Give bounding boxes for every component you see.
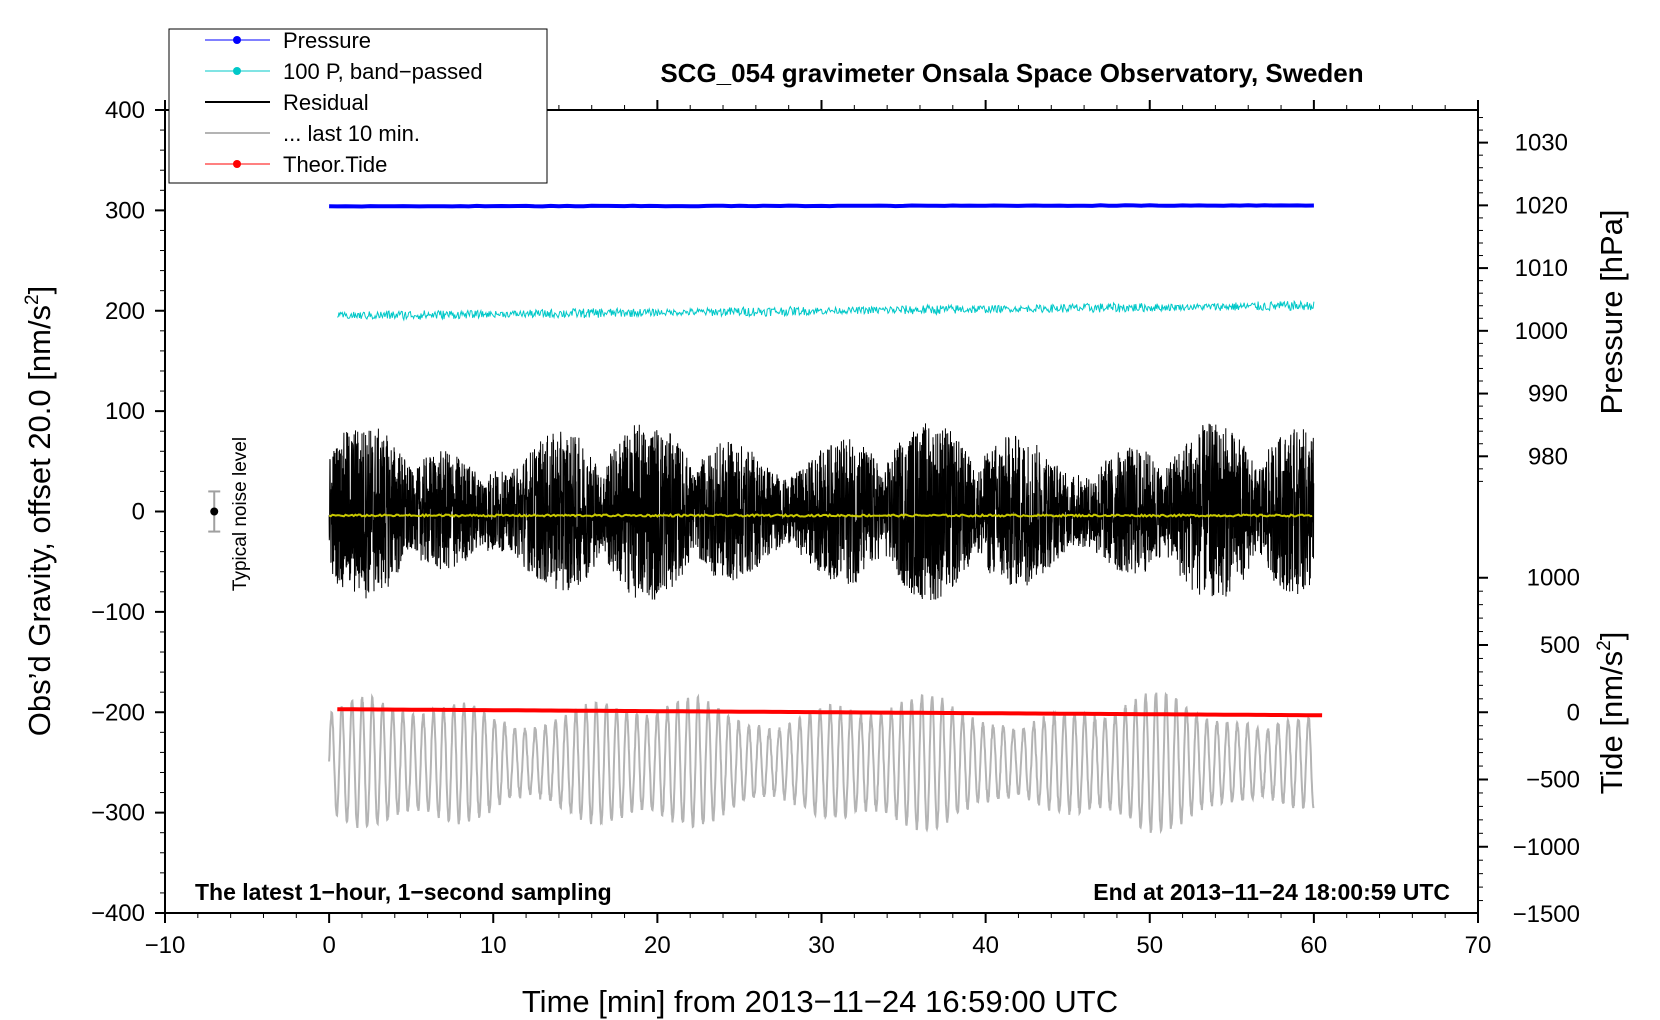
noise-level-label: Typical noise level [230,437,251,591]
tide-axis-title-end: ] [1594,632,1629,641]
legend-marker [233,160,241,168]
tide-tick-label: 0 [1567,699,1580,726]
tide-tick-label: −1000 [1513,834,1580,861]
legend-label: 100 P, band−passed [283,59,483,84]
pressure-tick-label: 990 [1528,381,1568,408]
pressure-tick-label: 1000 [1515,318,1568,345]
legend-entries: Pressure 100 P, band−passed Residual ... la… [205,28,483,177]
pressure-tick-label: 980 [1528,443,1568,470]
tide-tick-label: −500 [1526,767,1580,794]
x-tick-label: 40 [972,932,999,959]
series-last-10-min-line [328,691,1315,835]
y-axis-title-left-end: ] [22,286,57,295]
y-left-tick-labels: 400 300 200 100 0 −100 −200 −300 −400 [91,97,145,927]
legend-marker [233,36,241,44]
x-tick-label: −10 [145,932,186,959]
x-tick-label: 70 [1465,932,1492,959]
series-layer [328,203,1323,835]
pressure-axis-title: Pressure [hPa] [1594,209,1629,414]
series-residual-line [328,423,1315,601]
series-band-passed-pressure-line [337,299,1315,322]
pressure-tick-labels: 1030 1020 1010 1000 990 980 [1515,130,1568,471]
y-tick-label: 300 [105,197,145,224]
legend-box [168,28,548,184]
legend-label: Theor.Tide [283,152,387,177]
y-axis-title-left-main: Obs’d Gravity, offset 20.0 [nm/s [22,305,57,736]
y-tick-label: −200 [91,699,145,726]
legend-label: Residual [283,90,369,115]
legend-label: ... last 10 min. [283,121,420,146]
legend-marker [233,67,241,75]
pressure-tick-label: 1030 [1515,130,1568,157]
y-tick-label: −300 [91,800,145,827]
tide-tick-label: 500 [1540,632,1580,659]
pressure-tick-label: 1010 [1515,255,1568,282]
x-tick-label: 20 [644,932,671,959]
tide-tick-label: −1500 [1513,901,1580,928]
y-axis-title-left: Obs’d Gravity, offset 20.0 [nm/s2] [22,286,57,737]
noise-level-marker [208,490,221,533]
tide-axis-title-sup: 2 [1594,640,1615,651]
x-tick-labels: −10 0 10 20 30 40 50 60 70 [145,932,1492,959]
legend: Pressure 100 P, band−passed Residual ... la… [168,28,548,184]
y-tick-label: 100 [105,398,145,425]
x-tick-label: 10 [480,932,507,959]
series-residual-smoothed-line [328,513,1313,519]
pressure-tick-label: 1020 [1515,192,1568,219]
x-tick-label: 30 [808,932,835,959]
series-pressure-line [329,203,1314,209]
tide-axis-title: Tide [nm/s2] [1594,632,1629,795]
y-axis-title-left-sup: 2 [22,294,43,305]
chart-title: SCG_054 gravimeter Onsala Space Observat… [660,58,1363,88]
y-tick-label: −400 [91,900,145,927]
x-tick-label: 60 [1301,932,1328,959]
series-theoretical-tide-line [337,707,1323,718]
x-tick-label: 0 [322,932,335,959]
x-tick-label: 50 [1136,932,1163,959]
y-tick-label: 400 [105,97,145,124]
y-tick-label: 0 [132,499,145,526]
tide-tick-label: 1000 [1527,565,1580,592]
noise-center-point [210,507,219,516]
y-tick-label: 200 [105,298,145,325]
legend-label: Pressure [283,28,371,53]
y-tick-label: −100 [91,599,145,626]
tide-axis-title-main: Tide [nm/s [1594,651,1629,795]
annotation-bottom-left: The latest 1−hour, 1−second sampling [195,879,612,905]
x-axis-title: Time [min] from 2013−11−24 16:59:00 UTC [522,984,1118,1019]
tide-tick-labels: 1000 500 0 −500 −1000 −1500 [1513,565,1580,928]
annotation-bottom-right: End at 2013−11−24 18:00:59 UTC [1093,879,1450,905]
